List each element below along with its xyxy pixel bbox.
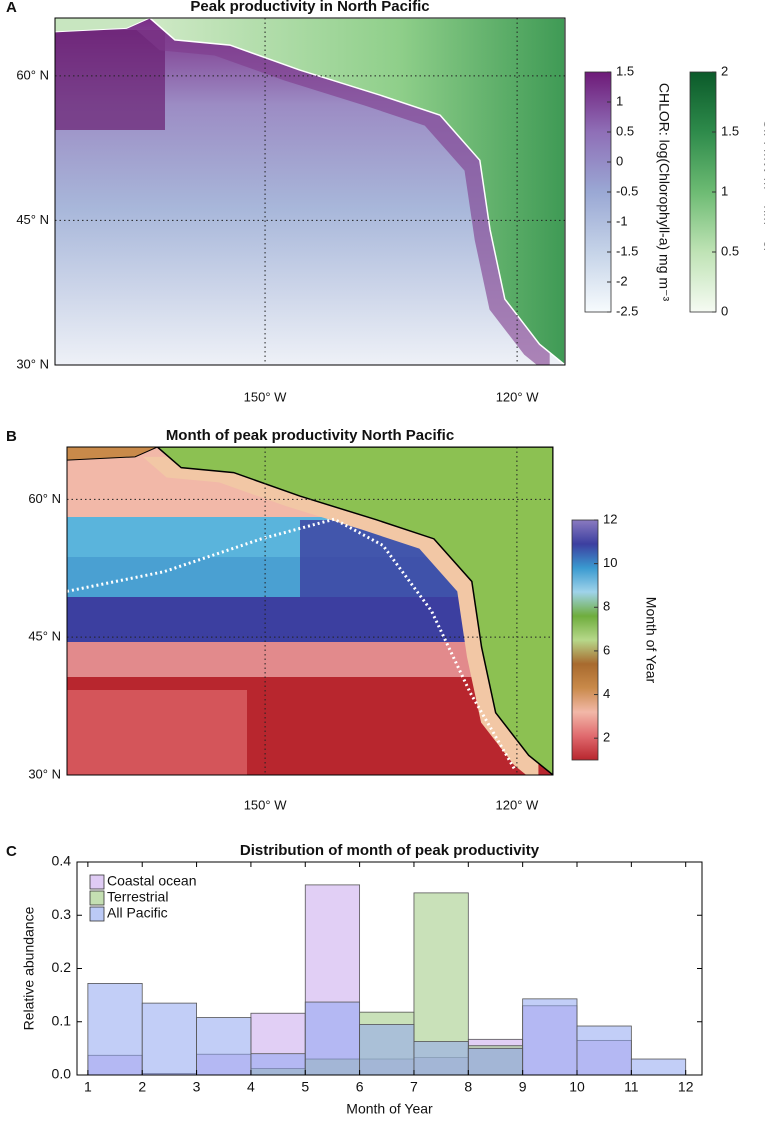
colorbar-tick-label: 0 — [616, 153, 623, 168]
y-tick-label: 30° N — [16, 356, 49, 371]
y-tick-label: 0.0 — [52, 1066, 72, 1082]
y-tick-label: 30° N — [28, 766, 61, 781]
colorbar-tick-label: 0.5 — [721, 243, 739, 258]
colorbar-tick-label: 8 — [603, 599, 610, 614]
colorbar — [571, 519, 599, 761]
map-frame — [66, 446, 554, 776]
x-tick-label: 4 — [247, 1079, 255, 1095]
x-tick-label: 8 — [464, 1079, 472, 1095]
legend-label: All Pacific — [107, 905, 168, 921]
colorbar — [584, 71, 612, 313]
x-tick-label: 120° W — [496, 797, 540, 812]
map-image — [55, 18, 565, 365]
colorbar-tick-label: 2 — [721, 63, 728, 78]
chart-title: Distribution of month of peak productivi… — [240, 842, 540, 859]
x-tick-label: 150° W — [244, 389, 288, 404]
colorbar-tick-label: 1 — [616, 93, 623, 108]
colorbar-tick-label: -2 — [616, 273, 628, 288]
x-tick-label: 1 — [84, 1079, 92, 1095]
histogram-bar — [413, 1041, 469, 1076]
colorbar-tick-label: -0.5 — [616, 183, 638, 198]
legend-swatch — [89, 890, 105, 906]
histogram-bar — [250, 1053, 306, 1076]
x-axis-label: Month of Year — [346, 1101, 433, 1117]
x-tick-label: 2 — [138, 1079, 146, 1095]
colorbar-label: Month of Year — [643, 597, 659, 684]
panel-label: B — [6, 428, 17, 445]
x-tick-label: 6 — [356, 1079, 364, 1095]
x-tick-label: 3 — [193, 1079, 201, 1095]
chart-title: Month of peak productivity North Pacific — [166, 427, 454, 444]
y-tick-label: 60° N — [16, 67, 49, 82]
y-tick-label: 45° N — [16, 212, 49, 227]
colorbar-tick-label: 10 — [603, 555, 617, 570]
colorbar-tick-label: 6 — [603, 642, 610, 657]
colorbar-tick-label: 1.5 — [616, 63, 634, 78]
y-tick-label: 0.2 — [52, 959, 72, 975]
x-tick-label: 120° W — [496, 389, 540, 404]
histogram-bar — [196, 1017, 252, 1076]
y-tick-label: 0.4 — [52, 853, 72, 869]
colorbar-tick-label: 0 — [721, 303, 728, 318]
colorbar-tick-label: 2 — [603, 730, 610, 745]
x-tick-label: 150° W — [244, 797, 288, 812]
colorbar-tick-label: 0.5 — [616, 123, 634, 138]
colorbar-tick-label: -1.5 — [616, 243, 638, 258]
legend-swatch — [89, 906, 105, 922]
legend-swatch — [89, 874, 105, 890]
x-tick-label: 11 — [624, 1079, 639, 1095]
histogram-bar — [630, 1058, 687, 1076]
y-axis-label: Relative abundance — [21, 906, 37, 1030]
y-tick-label: 45° N — [28, 629, 61, 644]
colorbar-tick-label: -2.5 — [616, 303, 638, 318]
y-tick-label: 60° N — [28, 491, 61, 506]
histogram-bar — [141, 1002, 197, 1076]
colorbar-tick-label: 1.5 — [721, 123, 739, 138]
y-tick-label: 0.1 — [52, 1012, 72, 1028]
x-tick-label: 9 — [519, 1079, 527, 1095]
histogram-bar — [304, 1001, 361, 1076]
map-image — [67, 447, 553, 775]
colorbar-tick-label: 4 — [603, 686, 610, 701]
histogram-bar — [87, 983, 143, 1076]
legend-label: Coastal ocean — [107, 873, 197, 889]
histogram-bar — [359, 1024, 415, 1076]
histogram-bar — [576, 1025, 632, 1076]
chart-title: Peak productivity in North Pacific — [190, 0, 429, 15]
x-tick-label: 12 — [678, 1079, 694, 1095]
colorbar-tick-label: 12 — [603, 511, 617, 526]
y-tick-label: 0.3 — [52, 906, 72, 922]
colorbar-label: SIF: mW m⁻² nm⁻¹ sr⁻¹ — [761, 119, 765, 264]
panel-label: A — [6, 0, 17, 16]
x-tick-label: 7 — [410, 1079, 418, 1095]
histogram-bar — [467, 1047, 524, 1076]
panel-label: C — [6, 843, 17, 860]
histogram-bar — [522, 998, 578, 1076]
colorbar-label: CHLOR: log(Chlorophyll-a) mg m⁻³ — [656, 83, 672, 302]
colorbar-tick-label: -1 — [616, 213, 628, 228]
x-tick-label: 5 — [301, 1079, 309, 1095]
map-frame — [54, 17, 566, 366]
colorbar-tick-label: 1 — [721, 183, 728, 198]
x-tick-label: 10 — [569, 1079, 585, 1095]
legend-label: Terrestrial — [107, 889, 168, 905]
